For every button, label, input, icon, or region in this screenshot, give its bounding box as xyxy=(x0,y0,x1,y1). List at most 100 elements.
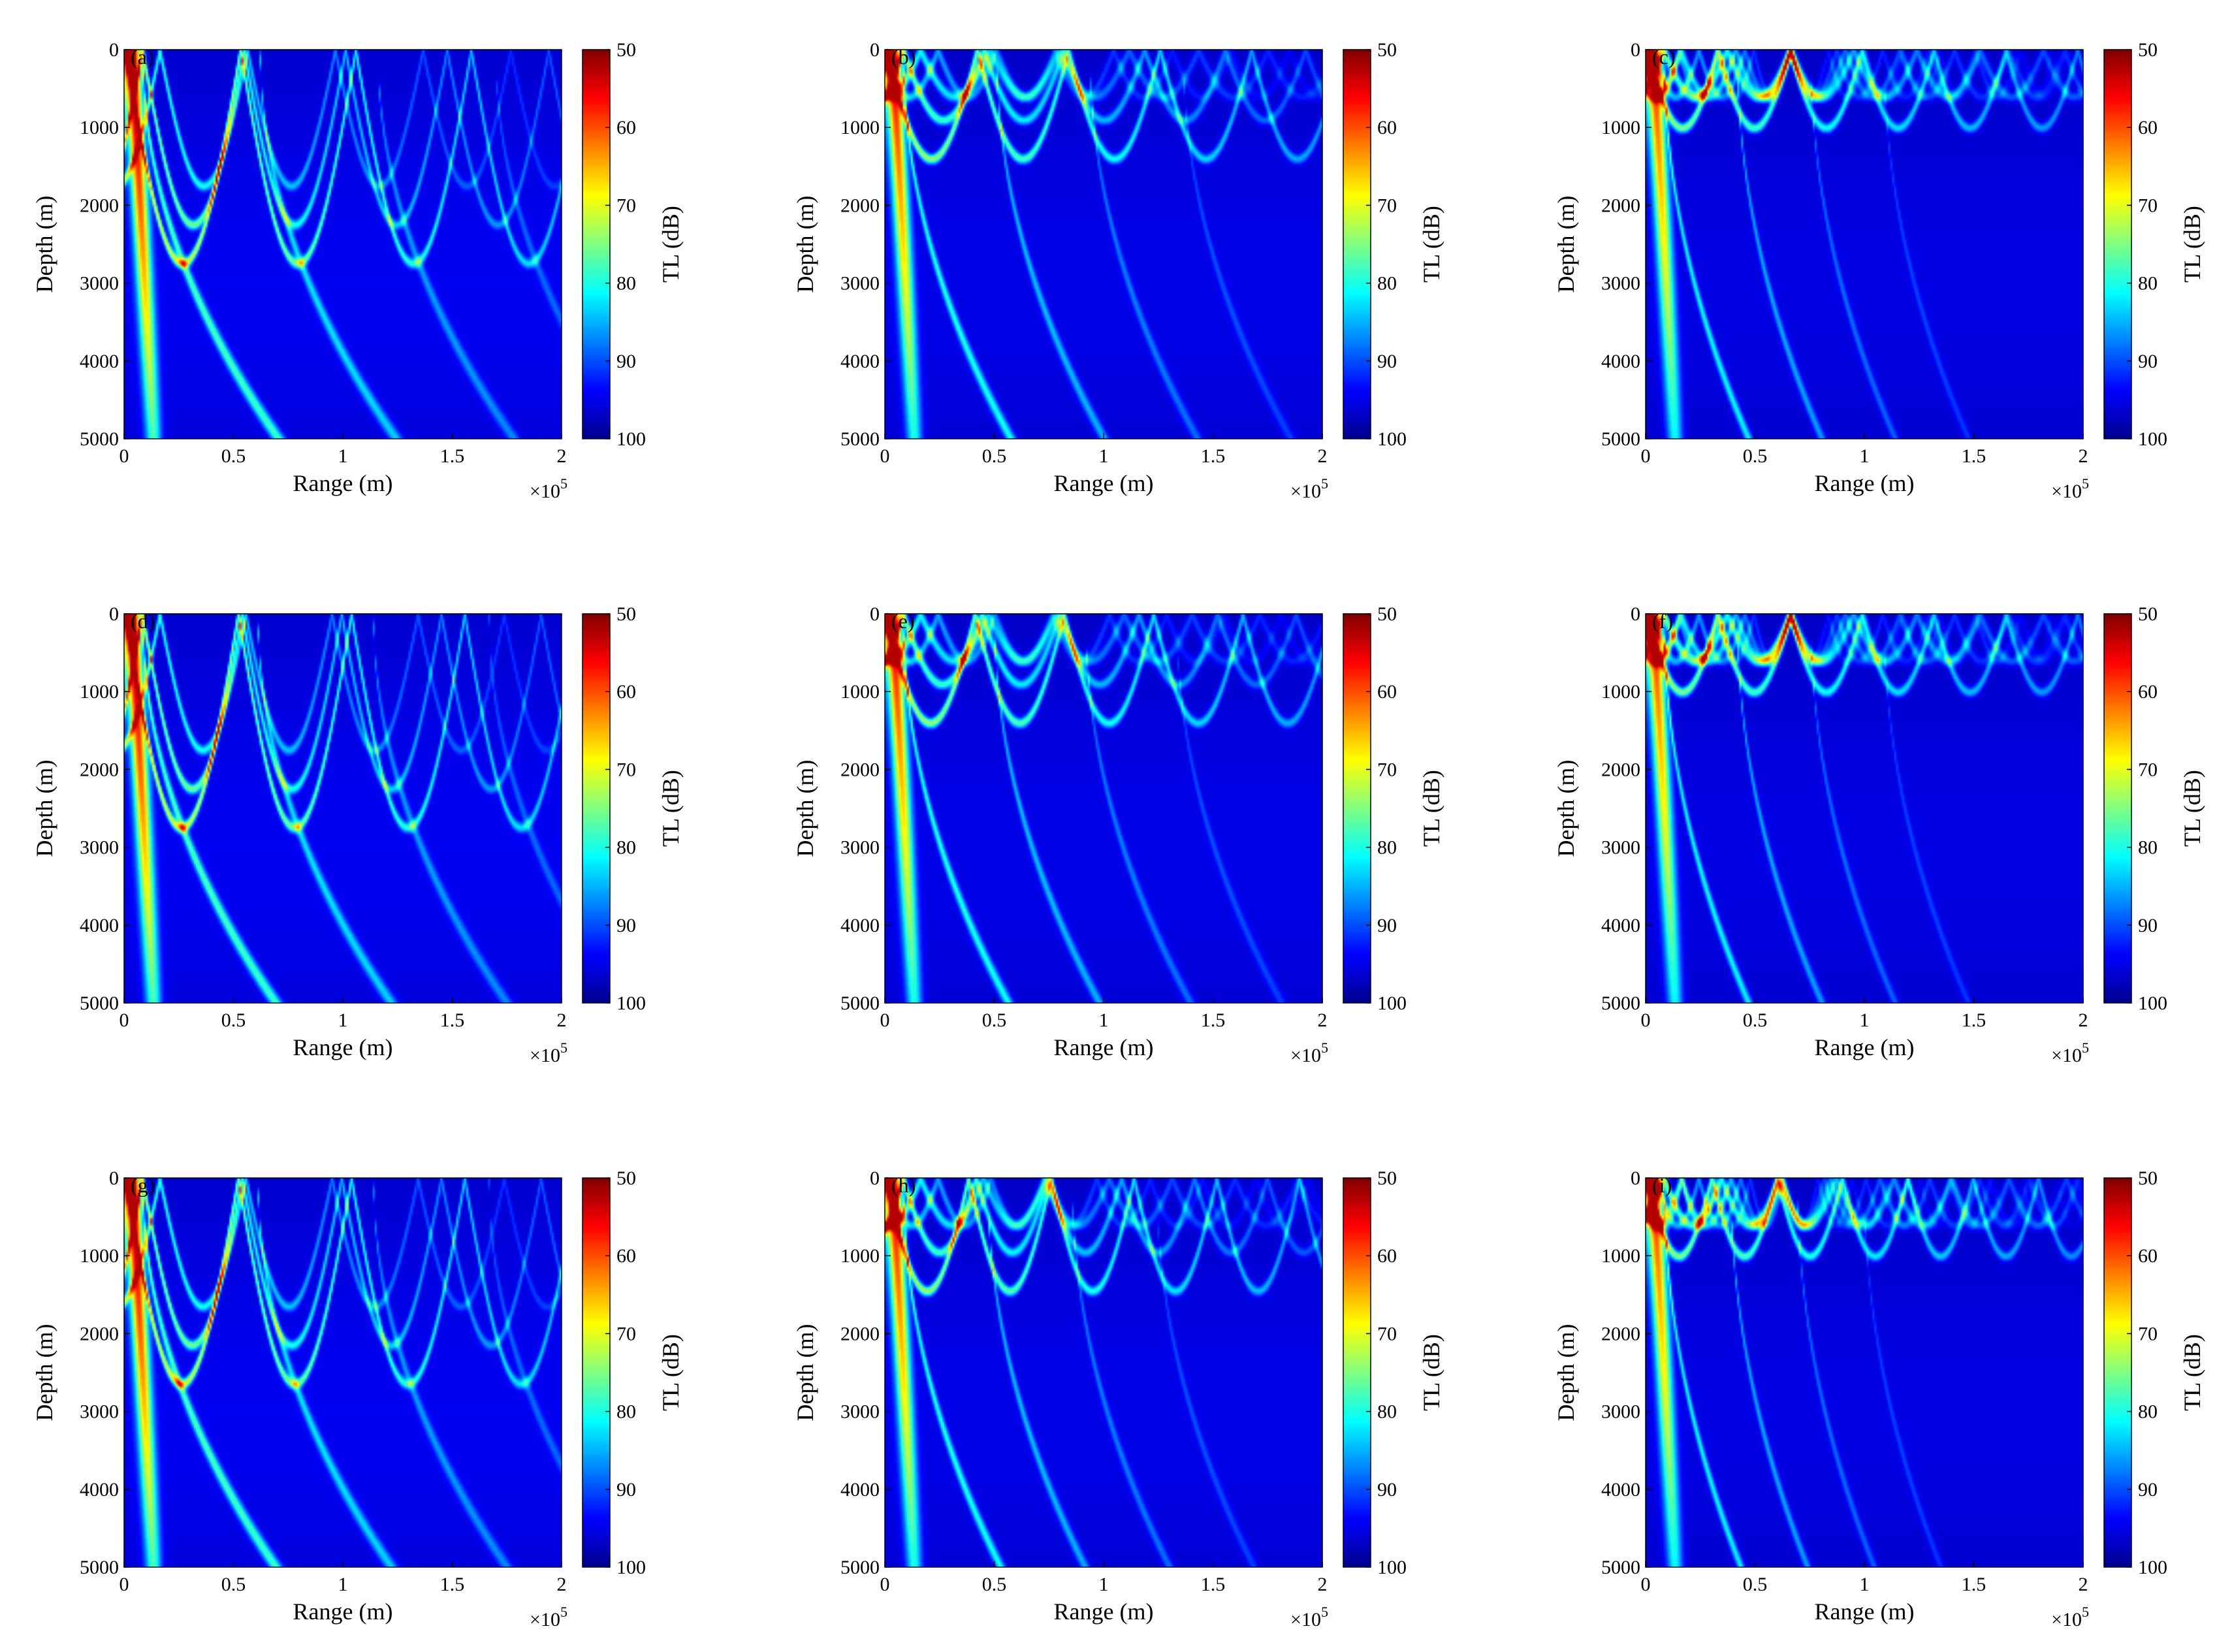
y-tick-label: 5000 xyxy=(1601,428,1640,450)
colorbar-label: TL (dB) xyxy=(1418,770,1444,847)
colorbar-tick-label: 60 xyxy=(616,1245,636,1267)
y-tick-label: 4000 xyxy=(840,1479,880,1501)
x-tick-label: 2 xyxy=(2079,1574,2088,1595)
colorbar-tick-label: 60 xyxy=(2138,117,2158,138)
x-tick-label: 1 xyxy=(1099,445,1109,467)
x-exponent-label: ×105 xyxy=(2051,1040,2089,1066)
y-tick-label: 5000 xyxy=(80,428,119,450)
colorbar-tick-label: 80 xyxy=(1377,273,1397,294)
colorbar-tick-label: 60 xyxy=(2138,1245,2158,1267)
colorbar-tick-label: 70 xyxy=(616,195,636,216)
colorbar xyxy=(1343,613,1371,1004)
heatmap-f xyxy=(1646,614,2083,1003)
x-tick-label: 0 xyxy=(880,1574,890,1595)
x-tick-label: 1 xyxy=(1099,1009,1109,1031)
colorbar xyxy=(1343,49,1371,439)
colorbar-tick-label: 90 xyxy=(616,1479,636,1501)
y-tick-label: 1000 xyxy=(1601,1245,1640,1267)
y-tick-label: 1000 xyxy=(840,1245,880,1267)
heatmap-h xyxy=(885,1178,1322,1567)
y-tick-label: 1000 xyxy=(80,117,119,138)
y-tick-label: 4000 xyxy=(80,351,119,372)
x-axis-label: Range (m) xyxy=(1054,1034,1154,1060)
colorbar-tick-label: 50 xyxy=(616,39,636,61)
heatmap-g xyxy=(124,1178,562,1567)
y-tick-label: 2000 xyxy=(840,1323,880,1344)
colorbar-tick-label: 60 xyxy=(1377,117,1397,138)
colorbar-tick-label: 80 xyxy=(1377,837,1397,859)
heatmap-e xyxy=(885,614,1322,1003)
panel-c: (c) 0 0.5 1 1.5 2 0 1000 2000 3000 4000 5000 Range (… xyxy=(1553,39,2205,502)
colorbar-tick-label: 90 xyxy=(2138,915,2158,936)
colorbar-tick-label: 80 xyxy=(616,1401,636,1423)
x-tick-label: 1.5 xyxy=(440,1574,465,1595)
x-tick-label: 1.5 xyxy=(440,445,465,467)
colorbar-tick-label: 100 xyxy=(2138,1557,2167,1578)
x-tick-label: 0.5 xyxy=(982,1574,1007,1595)
y-tick-label: 1000 xyxy=(840,681,880,703)
colorbar-tick-label: 70 xyxy=(2138,195,2158,216)
y-tick-label: 0 xyxy=(109,603,119,625)
panel-h: (h) 0 0.5 1 1.5 2 0 1000 2000 3000 4000 5000 Range (… xyxy=(792,1168,1444,1630)
colorbar-tick-label: 100 xyxy=(2138,993,2167,1014)
colorbar-tick-label: 70 xyxy=(1377,1323,1397,1344)
x-axis-label: Range (m) xyxy=(1054,1598,1154,1625)
y-tick-label: 2000 xyxy=(80,1323,119,1344)
colorbar-tick-label: 70 xyxy=(616,759,636,780)
heatmap-c xyxy=(1646,50,2083,439)
y-tick-label: 3000 xyxy=(840,273,880,294)
x-tick-label: 1 xyxy=(1860,1574,1870,1595)
colorbar-tick-label: 100 xyxy=(1377,428,1407,450)
y-tick-label: 4000 xyxy=(1601,351,1640,372)
x-tick-label: 0 xyxy=(880,1009,890,1031)
y-tick-label: 5000 xyxy=(80,993,119,1014)
x-tick-label: 0 xyxy=(120,1009,129,1031)
colorbar-tick-label: 90 xyxy=(2138,351,2158,372)
colorbar-tick-label: 70 xyxy=(1377,759,1397,780)
x-tick-label: 0 xyxy=(1641,445,1651,467)
x-axis-label: Range (m) xyxy=(293,1598,393,1625)
x-tick-label: 1 xyxy=(338,445,348,467)
x-axis-label: Range (m) xyxy=(1815,470,1915,496)
y-tick-label: 2000 xyxy=(80,759,119,780)
x-tick-label: 0.5 xyxy=(221,1574,246,1595)
panel-label: (i) xyxy=(1652,1173,1672,1197)
x-tick-label: 2 xyxy=(1318,1574,1328,1595)
panel-label: (b) xyxy=(891,45,916,69)
colorbar xyxy=(582,613,611,1004)
y-tick-label: 5000 xyxy=(80,1557,119,1578)
colorbar-tick-label: 100 xyxy=(2138,428,2167,450)
y-tick-label: 4000 xyxy=(1601,915,1640,936)
y-tick-label: 2000 xyxy=(1601,195,1640,216)
y-tick-label: 0 xyxy=(109,1168,119,1189)
x-axis-label: Range (m) xyxy=(1815,1598,1915,1625)
x-exponent-label: ×105 xyxy=(1290,475,1328,502)
x-tick-label: 1.5 xyxy=(1201,1574,1226,1595)
x-axis-label: Range (m) xyxy=(1054,470,1154,496)
y-axis-label: Depth (m) xyxy=(1553,760,1579,857)
y-tick-label: 0 xyxy=(1631,603,1640,625)
y-tick-label: 4000 xyxy=(840,351,880,372)
y-tick-label: 1000 xyxy=(840,117,880,138)
y-tick-label: 5000 xyxy=(1601,993,1640,1014)
x-tick-label: 0 xyxy=(880,445,890,467)
y-tick-label: 2000 xyxy=(1601,759,1640,780)
y-tick-label: 0 xyxy=(870,39,880,61)
x-tick-label: 1 xyxy=(338,1009,348,1031)
x-tick-label: 0 xyxy=(1641,1574,1651,1595)
colorbar xyxy=(582,49,611,439)
colorbar-label: TL (dB) xyxy=(658,1334,684,1411)
x-tick-label: 0.5 xyxy=(1743,445,1768,467)
colorbar-tick-label: 90 xyxy=(1377,351,1397,372)
heatmap-a xyxy=(124,50,562,439)
colorbar-label: TL (dB) xyxy=(658,206,684,283)
x-tick-label: 2 xyxy=(557,445,567,467)
x-exponent-label: ×105 xyxy=(2051,1604,2089,1630)
x-tick-label: 1 xyxy=(338,1574,348,1595)
colorbar-tick-label: 50 xyxy=(2138,39,2158,61)
panel-label: (e) xyxy=(891,609,915,633)
panel-label: (g) xyxy=(131,1173,155,1197)
y-tick-label: 2000 xyxy=(1601,1323,1640,1344)
x-tick-label: 0.5 xyxy=(982,445,1007,467)
colorbar-tick-label: 80 xyxy=(2138,273,2158,294)
